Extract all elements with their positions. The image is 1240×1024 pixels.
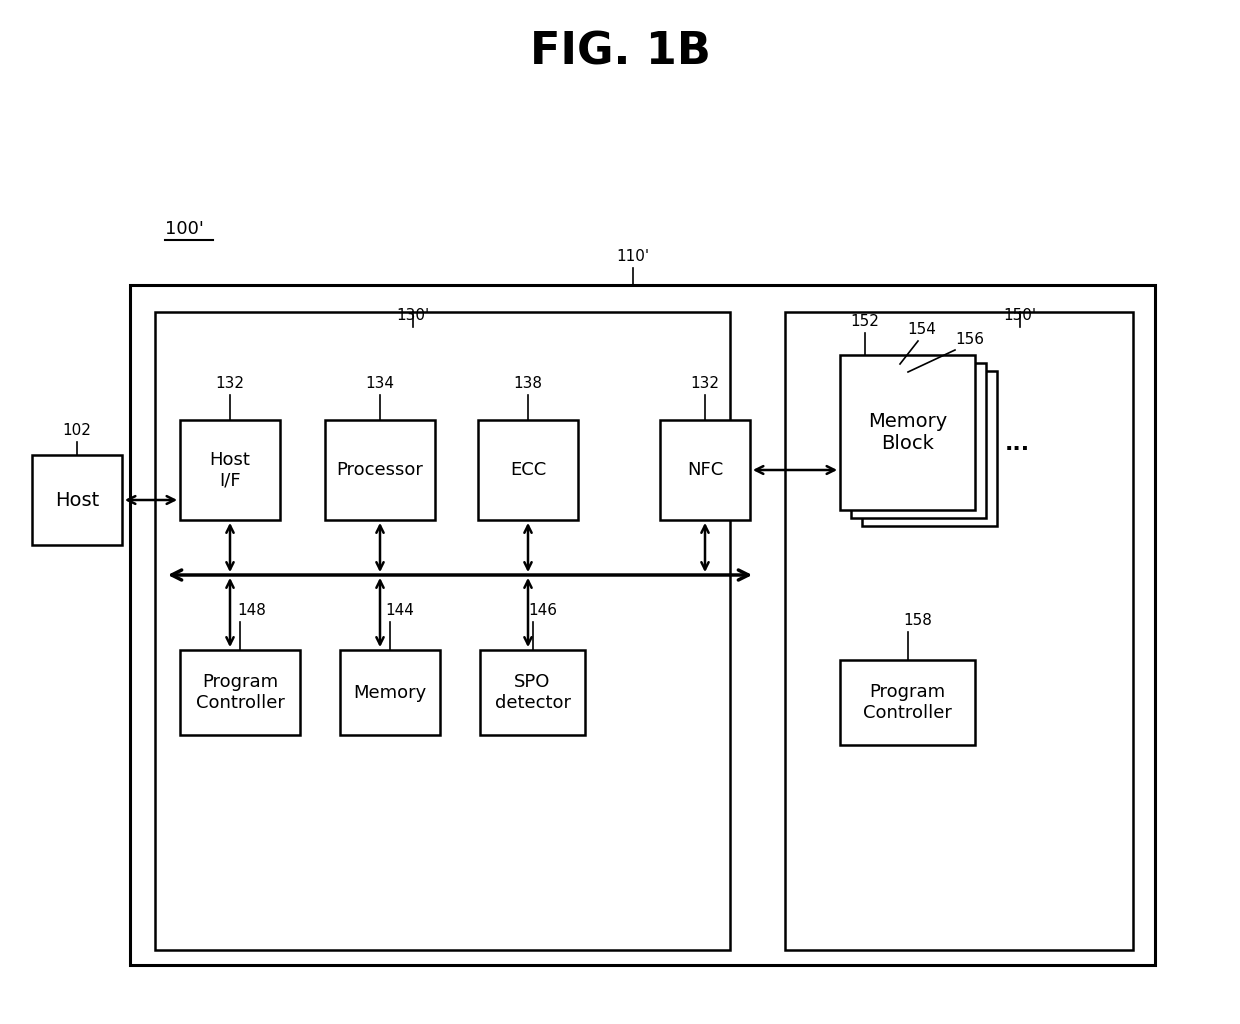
Bar xyxy=(660,420,750,520)
Text: Program
Controller: Program Controller xyxy=(196,673,284,712)
Text: 110': 110' xyxy=(616,249,650,264)
Text: 158: 158 xyxy=(903,613,932,628)
Bar xyxy=(340,650,440,735)
Bar xyxy=(839,660,975,745)
Bar xyxy=(180,420,280,520)
Text: 148: 148 xyxy=(238,603,267,618)
Text: 132: 132 xyxy=(216,376,244,391)
Bar xyxy=(325,420,435,520)
Bar xyxy=(180,650,300,735)
Text: 130': 130' xyxy=(397,308,429,323)
Text: Processor: Processor xyxy=(336,461,423,479)
Text: NFC: NFC xyxy=(687,461,723,479)
Text: 156: 156 xyxy=(956,332,985,347)
Bar xyxy=(862,371,997,526)
Text: 150': 150' xyxy=(1003,308,1037,323)
Text: ECC: ECC xyxy=(510,461,546,479)
Text: Host: Host xyxy=(55,490,99,510)
Bar xyxy=(130,285,1154,965)
Bar xyxy=(32,455,122,545)
Text: 138: 138 xyxy=(513,376,543,391)
Text: 100': 100' xyxy=(165,220,203,238)
Text: ...: ... xyxy=(1004,434,1029,455)
Text: 146: 146 xyxy=(528,603,557,618)
Text: FIG. 1B: FIG. 1B xyxy=(529,31,711,74)
Text: 134: 134 xyxy=(366,376,394,391)
Text: 102: 102 xyxy=(62,423,92,438)
Text: SPO
detector: SPO detector xyxy=(495,673,570,712)
Text: Memory: Memory xyxy=(353,683,427,701)
Text: Host
I/F: Host I/F xyxy=(210,451,250,489)
Bar xyxy=(480,650,585,735)
Bar xyxy=(839,355,975,510)
Text: 132: 132 xyxy=(691,376,719,391)
Text: Program
Controller: Program Controller xyxy=(863,683,952,722)
Text: 154: 154 xyxy=(908,322,936,337)
Text: 152: 152 xyxy=(851,314,879,329)
Bar xyxy=(851,362,986,518)
Text: Memory
Block: Memory Block xyxy=(868,412,947,453)
Bar xyxy=(477,420,578,520)
Bar xyxy=(785,312,1133,950)
Text: 144: 144 xyxy=(386,603,414,618)
Bar xyxy=(155,312,730,950)
